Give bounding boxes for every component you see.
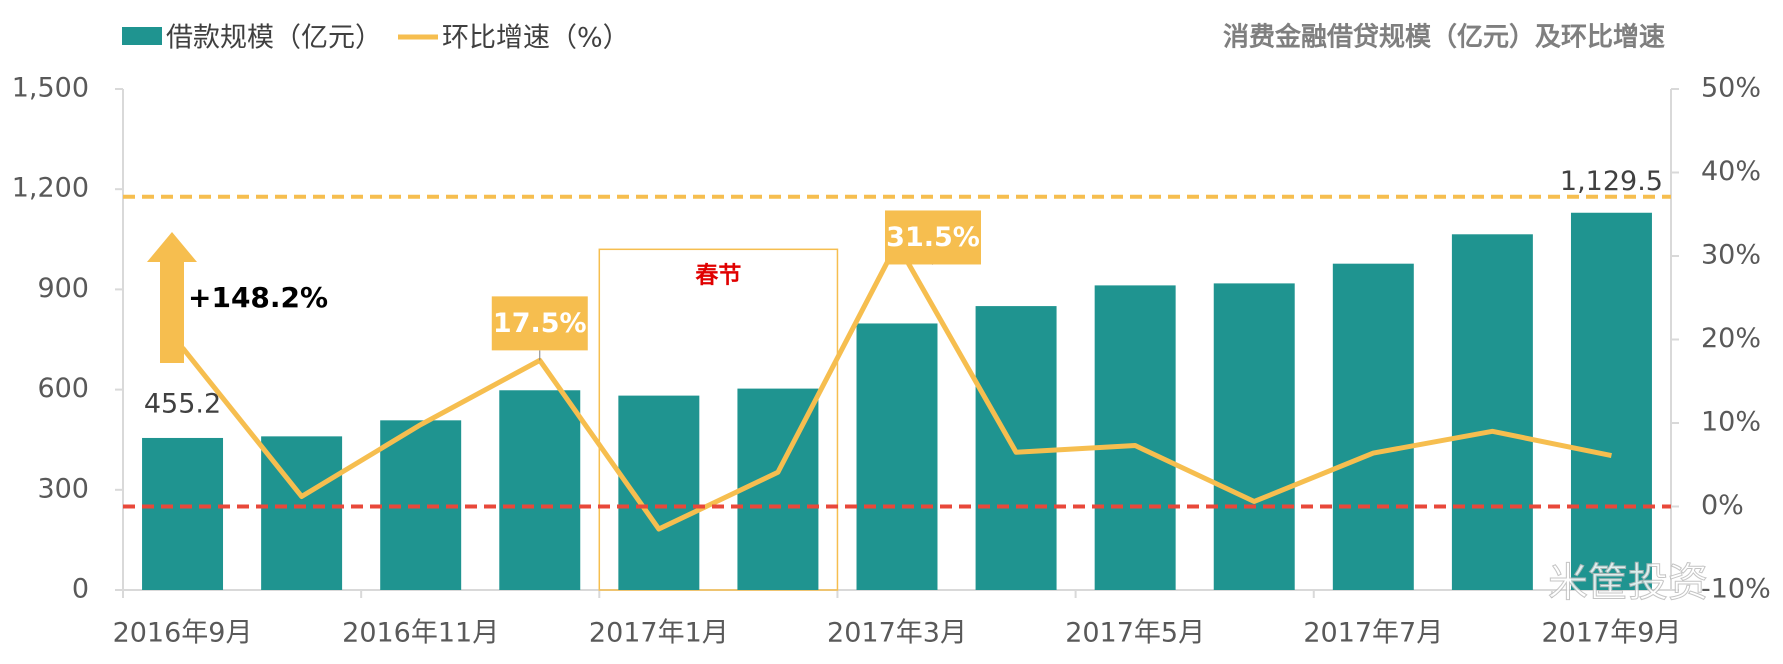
y2-tick-label: 10%	[1701, 407, 1761, 438]
y2-tick-label: 0%	[1701, 490, 1744, 521]
x-tick-label: 2016年9月	[113, 618, 253, 649]
x-tick-label: 2017年9月	[1542, 618, 1682, 649]
y2-tick-label: 20%	[1701, 323, 1761, 354]
chart-title: 消费金融借贷规模（亿元）及环比增速	[1223, 22, 1665, 53]
watermark: 米筐投资	[1548, 560, 1708, 606]
holiday-box	[598, 248, 839, 591]
bar	[1094, 285, 1176, 590]
y-tick-label: 0	[72, 574, 89, 605]
y2-tick-label: -10%	[1701, 574, 1771, 605]
line-value-label: 17.5%	[493, 308, 587, 339]
y2-tick-label: 30%	[1701, 240, 1761, 271]
legend-label: 环比增速（%）	[442, 23, 630, 54]
bar	[856, 323, 938, 590]
growth-annotation: +148.2%	[188, 281, 328, 314]
y2-tick-label: 40%	[1701, 156, 1761, 187]
y2-tick-label: 50%	[1701, 73, 1761, 104]
x-tick-label: 2017年5月	[1065, 618, 1205, 649]
holiday-label: 春节	[694, 263, 741, 289]
y-tick-label: 1,200	[12, 173, 89, 204]
bar	[499, 390, 581, 590]
x-tick-label: 2017年7月	[1303, 618, 1443, 649]
y-tick-label: 300	[37, 473, 89, 504]
x-tick-label: 2016年11月	[342, 618, 499, 649]
y-tick-label: 900	[37, 273, 89, 304]
value-label-box	[491, 296, 588, 351]
growth-arrow	[147, 232, 197, 363]
bar-value-label: 1,129.5	[1560, 166, 1663, 197]
legend-swatch	[122, 27, 162, 45]
bar-value-label: 455.2	[144, 388, 221, 419]
x-tick-label: 2017年3月	[827, 618, 967, 649]
bar	[1332, 263, 1414, 590]
bar	[1570, 212, 1652, 590]
y-tick-label: 1,500	[12, 73, 89, 104]
x-tick-label: 2017年1月	[589, 618, 729, 649]
legend-label: 借款规模（亿元）	[166, 23, 382, 54]
bar	[1451, 234, 1533, 591]
bar	[1213, 283, 1295, 590]
value-label-box	[885, 210, 981, 265]
line-value-label: 31.5%	[886, 222, 980, 253]
y-tick-label: 600	[37, 373, 89, 404]
bar	[142, 437, 224, 590]
